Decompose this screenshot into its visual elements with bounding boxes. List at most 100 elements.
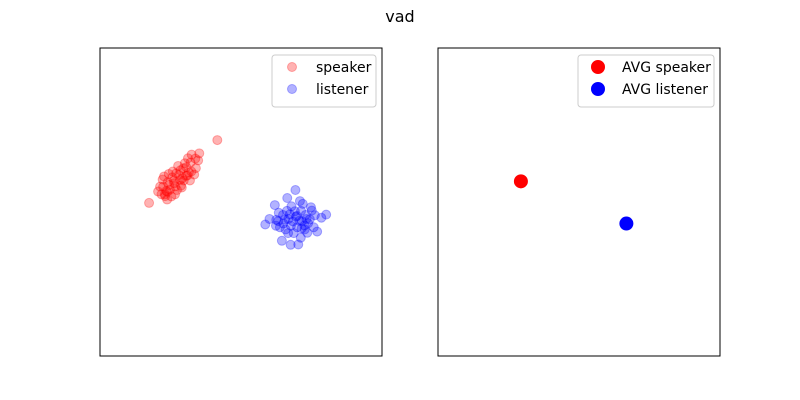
listener-point <box>274 222 285 233</box>
speaker-point <box>189 169 200 180</box>
speaker-point <box>186 166 197 177</box>
listener-point <box>309 210 320 221</box>
speaker-point <box>181 162 192 173</box>
speaker-point <box>170 189 181 200</box>
series-avg-speaker <box>513 174 528 189</box>
speaker-point <box>170 181 181 192</box>
speaker-point <box>159 189 170 200</box>
listener-point <box>278 209 289 220</box>
speaker-point <box>162 177 173 188</box>
speaker-point <box>157 174 168 185</box>
listener-point <box>306 205 317 216</box>
legend-marker-listener <box>287 84 297 94</box>
listener-point <box>304 214 315 225</box>
speaker-point <box>169 178 180 189</box>
speaker-point <box>160 191 171 202</box>
listener-point <box>299 224 310 235</box>
left-axes: speaker listener <box>99 47 383 357</box>
listener-point <box>300 209 311 220</box>
listener-point <box>308 222 319 233</box>
speaker-point <box>175 180 186 191</box>
listener-point <box>288 228 299 239</box>
listener-point <box>321 209 332 220</box>
legend-label-speaker: speaker <box>316 60 372 76</box>
legend-frame <box>271 54 377 108</box>
speaker-point <box>182 170 193 181</box>
speaker-point <box>176 182 187 193</box>
speaker-point <box>178 175 189 186</box>
listener-point <box>301 213 312 224</box>
legend-label-listener: listener <box>316 82 369 98</box>
right-axes-legend: AVG speaker AVG listener <box>577 54 715 108</box>
speaker-point <box>190 163 201 174</box>
speaker-point <box>164 184 175 195</box>
listener-point <box>296 223 307 234</box>
speaker-point <box>171 168 182 179</box>
listener-point <box>283 228 294 239</box>
listener-point <box>291 210 302 221</box>
right-axes-frame <box>437 47 721 357</box>
listener-point <box>299 220 310 231</box>
series-speaker <box>144 135 223 208</box>
legend-marker-avg-listener <box>591 82 605 96</box>
listener-point <box>281 205 292 216</box>
listener-point <box>284 209 295 220</box>
speaker-point <box>167 172 178 183</box>
speaker-point <box>162 194 173 205</box>
speaker-point <box>175 174 186 185</box>
listener-point <box>289 206 300 217</box>
listener-point <box>294 215 305 226</box>
speaker-point <box>178 163 189 174</box>
speaker-point <box>184 175 195 186</box>
right-axes-points <box>513 174 634 231</box>
right-axes: AVG speaker AVG listener <box>437 47 721 357</box>
listener-point <box>293 239 304 250</box>
speaker-point <box>190 153 201 164</box>
speaker-point <box>153 186 164 197</box>
speaker-point <box>175 165 186 176</box>
speaker-point <box>164 180 175 191</box>
speaker-point <box>159 171 170 182</box>
avg-listener-point <box>619 216 634 231</box>
listener-point <box>279 214 290 225</box>
listener-point <box>296 205 307 216</box>
listener-point <box>286 201 297 212</box>
listener-point <box>305 202 316 213</box>
speaker-point <box>183 167 194 178</box>
speaker-point <box>155 181 166 192</box>
speaker-point <box>163 168 174 179</box>
legend-marker-avg-speaker <box>591 60 605 74</box>
listener-point <box>271 214 282 225</box>
speaker-point <box>177 173 188 184</box>
listener-point <box>297 198 308 209</box>
speaker-point <box>166 191 177 202</box>
listener-point <box>278 218 289 229</box>
avg-speaker-point <box>513 174 528 189</box>
series-avg-listener <box>619 216 634 231</box>
speaker-point <box>168 175 179 186</box>
listener-point <box>316 212 327 223</box>
listener-point <box>260 219 271 230</box>
speaker-point <box>179 158 190 169</box>
listener-point <box>290 184 301 195</box>
listener-point <box>292 222 303 233</box>
listener-point <box>285 220 296 231</box>
left-axes-points <box>144 135 332 250</box>
listener-point <box>273 216 284 227</box>
legend-frame <box>577 54 715 108</box>
speaker-point <box>173 160 184 171</box>
listener-point <box>285 239 296 250</box>
speaker-point <box>181 170 192 181</box>
listener-point <box>273 207 284 218</box>
left-axes-frame <box>99 47 383 357</box>
listener-point <box>287 216 298 227</box>
speaker-point <box>171 184 182 195</box>
listener-point <box>270 220 281 231</box>
speaker-point <box>161 185 172 196</box>
listener-point <box>296 216 307 227</box>
listener-point <box>312 226 323 237</box>
listener-point <box>295 232 306 243</box>
speaker-point <box>173 169 184 180</box>
speaker-point <box>185 157 196 168</box>
